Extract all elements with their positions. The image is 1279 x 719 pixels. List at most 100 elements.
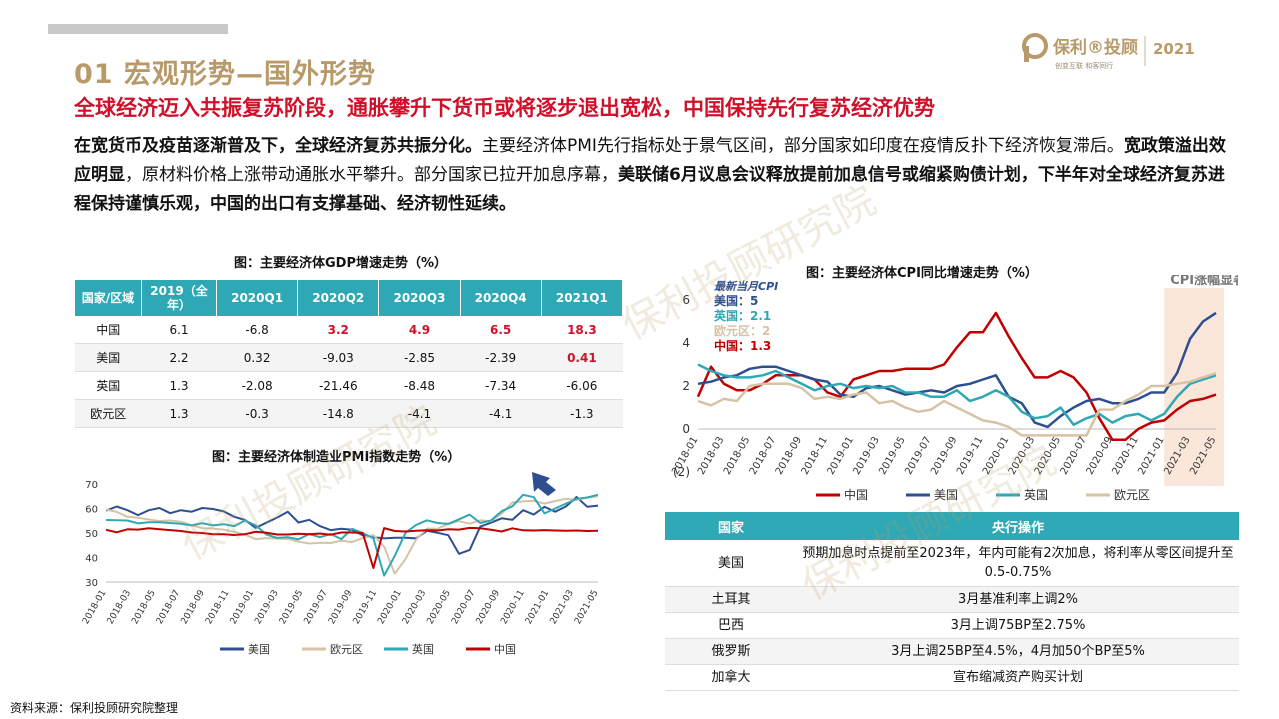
cb-country: 俄罗斯 (665, 638, 797, 665)
gdp-value: -2.08 (216, 371, 298, 400)
gdp-country: 欧元区 (75, 399, 142, 428)
gdp-header-cell: 2021Q1 (541, 280, 624, 316)
gdp-header-cell: 2020Q3 (378, 280, 461, 316)
gdp-country: 美国 (75, 343, 142, 372)
legend-label: 欧元区 (330, 643, 363, 656)
y-tick-label: 6 (682, 293, 690, 307)
cb-header-cell: 央行操作 (797, 512, 1239, 540)
table-row: 美国 2.2 0.32 -9.03 -2.85 -2.39 0.41 (75, 343, 623, 372)
x-tick-label: 2020-01 (376, 589, 403, 627)
logo-year: 2021 (1153, 40, 1195, 58)
gdp-value: -7.34 (460, 371, 542, 400)
series-line-中国 (105, 526, 599, 569)
cb-country: 加拿大 (665, 664, 797, 691)
y-tick-label: 50 (85, 529, 98, 540)
gdp-value: -2.85 (378, 343, 461, 372)
gdp-header-cell: 2020Q2 (297, 280, 380, 316)
x-tick-label: 2018-07 (155, 589, 182, 627)
gdp-header-row: 国家/区域 2019（全年） 2020Q1 2020Q2 2020Q3 2020… (75, 280, 624, 316)
legend-label: 英国 (412, 642, 434, 656)
y-tick-label: 30 (85, 578, 98, 589)
body-segment: ，原材料价格上涨带动通胀水平攀升。部分国家已拉开加息序幕， (125, 165, 618, 185)
gdp-value: 6.1 (141, 316, 217, 344)
table-row: 美国 预期加息时点提前至2023年，年内可能有2次加息，将利率从零区间提升至0.5… (665, 540, 1239, 587)
source-note: 资料来源：保利投顾研究院整理 (10, 701, 179, 715)
gdp-value: 1.3 (141, 399, 217, 428)
x-tick-label: 2019-07 (303, 589, 330, 627)
body-segment: 在宽货币及疫苗逐渐普及下，全球经济复苏共振分化。 (74, 136, 482, 156)
table-row: 土耳其 3月基准利率上调2% (665, 586, 1239, 613)
section-title: 01 宏观形势—国外形势 (74, 59, 376, 90)
gdp-value: -21.46 (297, 371, 379, 400)
gdp-value: 3.2 (297, 316, 379, 344)
gdp-value: 0.41 (541, 343, 623, 372)
series-line-美国 (697, 311, 1217, 429)
cb-header-cell: 国家 (665, 512, 797, 540)
top-accent-bar (48, 24, 228, 34)
x-tick-label: 2018-01 (81, 589, 108, 627)
y-tick-label: 0 (682, 422, 690, 436)
series-line-英国 (697, 363, 1217, 426)
y-tick-label: (2) (673, 465, 690, 479)
headline: 全球经济迈入共振复苏阶段，通胀攀升下货币或将逐步退出宽松，中国保持先行复苏经济优… (74, 96, 935, 120)
latest-cpi-label: 最新当月CPI (714, 280, 778, 293)
x-tick-label: 2020-07 (450, 589, 477, 627)
x-tick-label: 2018-05 (130, 589, 157, 627)
gdp-value: -4.1 (378, 399, 461, 428)
legend-label: 欧元区 (1114, 488, 1150, 502)
logo-tagline: 创变互联 和客同行 (1055, 61, 1113, 70)
gdp-header-cell: 2019（全年） (141, 280, 217, 316)
series-line-美国 (105, 496, 599, 555)
x-tick-label: 2021-01 (524, 589, 551, 627)
gdp-value: -1.3 (541, 399, 623, 428)
gdp-value: 4.9 (378, 316, 461, 344)
x-tick-label: 2018-03 (106, 589, 133, 627)
gdp-value: -8.48 (378, 371, 461, 400)
body-segment: 宽政策溢出效应明显 (74, 136, 1226, 185)
brand-logo: 保利®投顾 创变互联 和客同行 2021 (1022, 33, 1195, 70)
gdp-value: 0.32 (216, 343, 298, 372)
cb-action: 3月上调75BP至2.75% (797, 612, 1239, 639)
series-line-中国 (696, 311, 1217, 442)
cb-action: 3月基准利率上调2% (797, 586, 1239, 613)
cb-country: 土耳其 (665, 586, 797, 613)
x-tick-label: 2021-05 (573, 589, 600, 627)
gdp-value: 6.5 (460, 316, 542, 344)
x-tick-label: 2018-09 (180, 588, 208, 626)
cb-action: 预期加息时点提前至2023年，年内可能有2次加息，将利率从零区间提升至0.5-0… (797, 540, 1239, 587)
gdp-header-cell: 2020Q4 (460, 280, 542, 316)
gdp-value: -0.3 (216, 399, 298, 428)
body-segment: 主要经济体PMI先行指标处于景气区间，部分国家如印度在疫情反扑下经济恢复滞后。 (482, 136, 1124, 156)
gdp-value: -6.06 (541, 371, 623, 400)
gdp-value: 1.3 (141, 371, 217, 400)
legend-label: 美国 (248, 643, 270, 656)
cpi-chart-title: 图：主要经济体CPI同比增速走势（%） (806, 266, 1038, 281)
x-tick-label: 2018-11 (204, 589, 231, 627)
cb-action: 宣布缩减资产购买计划 (797, 664, 1239, 691)
y-tick-label: 2 (682, 379, 690, 393)
x-tick-label: 2020-09 (475, 588, 503, 626)
y-tick-label: 70 (85, 480, 98, 491)
table-row: 巴西 3月上调75BP至2.75% (665, 612, 1239, 639)
pmi-chart-title: 图：主要经济体制造业PMI指数走势（%） (212, 450, 461, 465)
table-row: 加拿大 宣布缩减资产购买计划 (665, 664, 1239, 691)
gdp-country: 英国 (75, 371, 142, 400)
central-bank-table: 国家 央行操作 美国 预期加息时点提前至2023年，年内可能有2次加息，将利率从零… (665, 512, 1239, 691)
latest-cpi-value: 英国：2.1 (714, 308, 771, 323)
latest-cpi-value: 中国：1.3 (714, 338, 771, 353)
x-tick-label: 2020-03 (401, 589, 428, 627)
x-tick-label: 2019-09 (327, 588, 355, 626)
gdp-value: 18.3 (541, 316, 623, 344)
gdp-value: 2.2 (141, 343, 217, 372)
gdp-value: -14.8 (297, 399, 379, 428)
x-tick-label: 2019-03 (253, 589, 280, 627)
table-row: 中国 6.1 -6.8 3.2 4.9 6.5 18.3 (75, 316, 623, 344)
gdp-value: -2.39 (460, 343, 542, 372)
table-row: 英国 1.3 -2.08 -21.46 -8.48 -7.34 -6.06 (75, 371, 623, 400)
latest-cpi-value: 美国：5 (714, 293, 758, 308)
gdp-value: -9.03 (297, 343, 379, 372)
x-tick-label: 2020-05 (426, 589, 453, 627)
gdp-value: -4.1 (460, 399, 542, 428)
body-segment: 美联储6月议息会议释放提前加息信号或缩紧购债计划，下半年对全球经济复苏进程保持谨… (74, 165, 1225, 214)
